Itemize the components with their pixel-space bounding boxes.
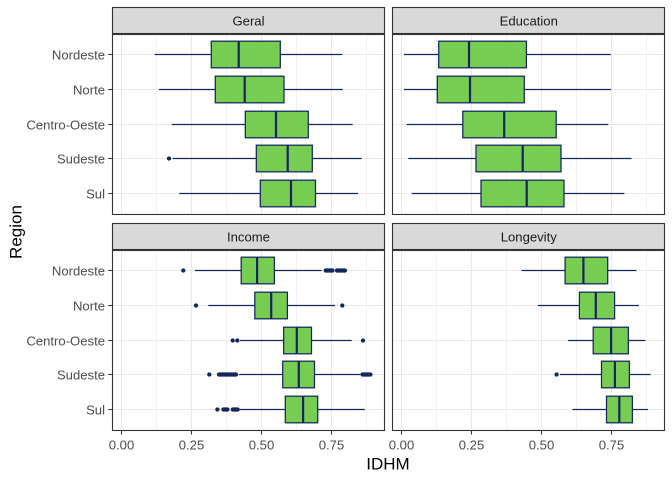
svg-text:IDHM: IDHM [366, 454, 409, 473]
svg-text:Sudeste: Sudeste [57, 152, 105, 167]
svg-text:Sudeste: Sudeste [57, 368, 105, 383]
svg-text:0.25: 0.25 [179, 437, 204, 452]
svg-text:0.00: 0.00 [389, 437, 414, 452]
svg-text:0.75: 0.75 [319, 437, 344, 452]
svg-text:Nordeste: Nordeste [52, 264, 105, 279]
svg-text:Sul: Sul [86, 187, 105, 202]
svg-text:0.25: 0.25 [459, 437, 484, 452]
svg-text:0.00: 0.00 [109, 437, 134, 452]
svg-text:Longevity: Longevity [501, 230, 558, 245]
svg-text:Norte: Norte [73, 299, 105, 314]
svg-text:Geral: Geral [232, 14, 264, 29]
svg-text:0.50: 0.50 [529, 437, 554, 452]
svg-text:Sul: Sul [86, 403, 105, 418]
svg-text:Centro-Oeste: Centro-Oeste [26, 118, 105, 133]
svg-text:0.50: 0.50 [249, 437, 274, 452]
svg-text:Norte: Norte [73, 83, 105, 98]
svg-text:Nordeste: Nordeste [52, 48, 105, 63]
svg-text:Centro-Oeste: Centro-Oeste [26, 334, 105, 349]
svg-text:Region: Region [6, 205, 25, 259]
svg-text:Education: Education [500, 14, 558, 29]
svg-text:0.75: 0.75 [599, 437, 624, 452]
svg-text:Income: Income [227, 230, 270, 245]
